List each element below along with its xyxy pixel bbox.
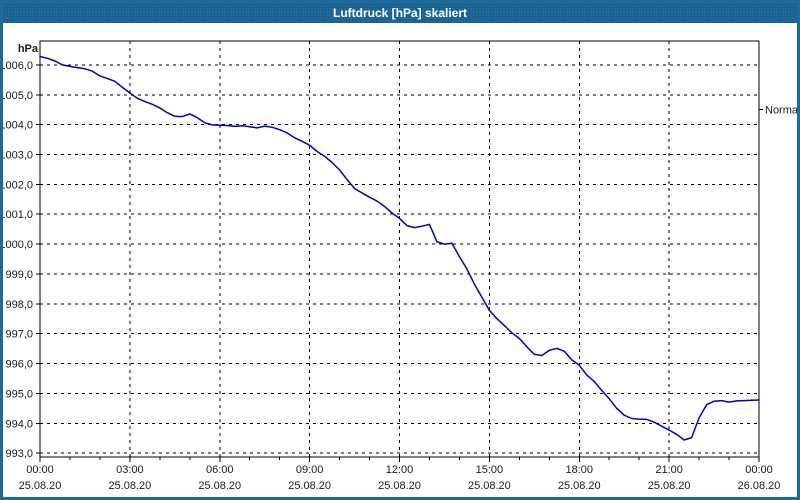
x-time-label: 03:00	[116, 464, 144, 476]
y-tick-label: 998,0	[5, 299, 33, 311]
y-tick-label: 1006,0	[0, 60, 33, 72]
x-time-label: 12:00	[386, 464, 414, 476]
y-tick-label: 1001,0	[0, 209, 33, 221]
x-date-label: 25.08.20	[198, 480, 241, 492]
y-axis-unit-label: hPa	[18, 43, 39, 55]
x-time-label: 06:00	[206, 464, 234, 476]
y-tick-label: 996,0	[5, 359, 33, 371]
y-tick-label: 995,0	[5, 388, 33, 400]
x-date-label: 25.08.20	[19, 480, 62, 492]
window-title: Luftdruck [hPa] skaliert	[332, 6, 468, 20]
plot-area	[40, 41, 759, 457]
x-time-label: 00:00	[745, 464, 773, 476]
y-tick-label: 1002,0	[0, 179, 33, 191]
x-time-label: 09:00	[296, 464, 324, 476]
x-date-label: 25.08.20	[648, 480, 691, 492]
y-tick-label: 999,0	[5, 269, 33, 281]
x-date-label: 25.08.20	[288, 480, 331, 492]
y-tick-label: 993,0	[5, 448, 33, 460]
plot-border	[39, 40, 760, 458]
x-time-label: 21:00	[655, 464, 683, 476]
x-date-label: 25.08.20	[468, 480, 511, 492]
normal-marker-label: Normal	[765, 105, 800, 117]
x-date-label: 25.08.20	[108, 480, 151, 492]
x-date-label: 25.08.20	[558, 480, 601, 492]
x-date-label: 25.08.20	[378, 480, 421, 492]
pressure-series-line	[39, 55, 760, 441]
y-tick-label: 994,0	[5, 418, 33, 430]
x-time-label: 00:00	[26, 464, 54, 476]
y-tick-label: 1000,0	[0, 239, 33, 251]
window-title-bar: Luftdruck [hPa] skaliert	[3, 3, 797, 23]
y-tick-label: 997,0	[5, 329, 33, 341]
x-time-label: 15:00	[476, 464, 504, 476]
y-tick-label: 1003,0	[0, 149, 33, 161]
x-time-label: 18:00	[565, 464, 593, 476]
y-tick-label: 1005,0	[0, 90, 33, 102]
x-date-label: 26.08.20	[738, 480, 781, 492]
y-tick-label: 1004,0	[0, 120, 33, 132]
